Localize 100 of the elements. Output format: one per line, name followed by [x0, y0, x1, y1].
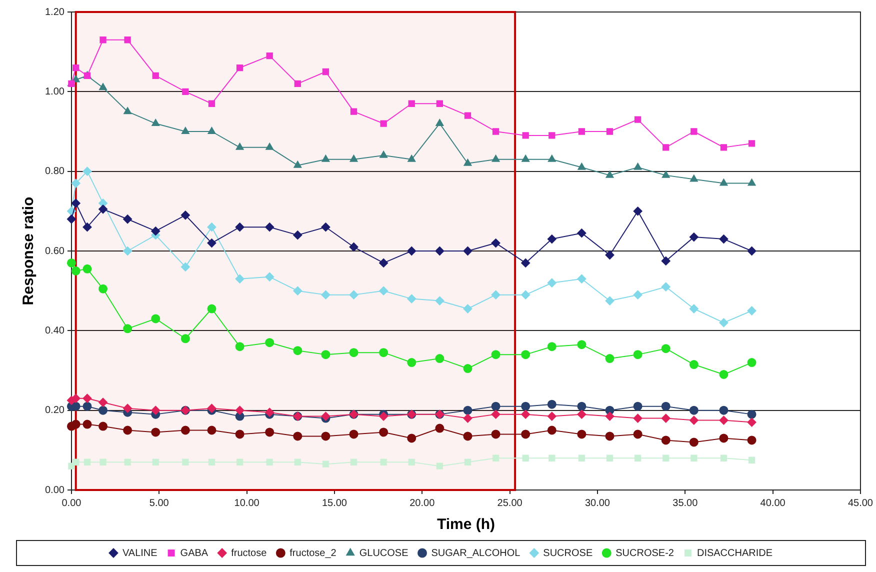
point: [407, 246, 416, 256]
point: [605, 250, 614, 260]
point: [634, 116, 642, 123]
point: [689, 360, 698, 370]
point: [719, 434, 728, 443]
point: [463, 406, 472, 415]
point: [152, 458, 159, 466]
legend-label: DISACCHARIDE: [696, 548, 773, 559]
point: [689, 438, 698, 447]
point: [577, 402, 586, 411]
x-tick-label: 45.00: [848, 498, 874, 509]
point: [720, 178, 728, 186]
x-tick-label: 5.00: [149, 498, 170, 509]
point: [99, 83, 107, 90]
legend-label: SUCROSE: [543, 548, 593, 559]
point: [463, 414, 472, 423]
point: [82, 264, 92, 274]
point: [294, 160, 302, 168]
point: [720, 144, 728, 151]
point: [180, 262, 190, 272]
point: [578, 454, 586, 462]
legend-label: SUGAR_ALCOHOL: [431, 548, 521, 559]
point: [208, 100, 216, 107]
x-tick-label: 20.00: [410, 498, 436, 509]
point: [100, 36, 106, 44]
point: [207, 426, 216, 435]
point: [747, 246, 756, 256]
point: [633, 350, 642, 360]
point: [577, 274, 586, 284]
point: [379, 286, 388, 296]
point: [689, 232, 698, 242]
point: [633, 414, 642, 423]
point: [208, 127, 216, 134]
point: [661, 344, 670, 354]
point: [379, 348, 388, 358]
point: [236, 142, 244, 150]
point: [661, 436, 670, 445]
point: [82, 402, 92, 411]
point: [689, 416, 698, 425]
point: [380, 150, 388, 158]
point: [748, 178, 756, 186]
point: [719, 370, 728, 379]
point: [522, 154, 530, 162]
point: [689, 304, 698, 314]
y-axis-title: Response ratio: [20, 196, 38, 306]
point: [548, 454, 556, 462]
point: [719, 416, 728, 425]
point: [435, 296, 444, 306]
legend-label: GLUCOSE: [359, 548, 409, 559]
point: [690, 174, 698, 182]
point: [719, 406, 728, 415]
point: [182, 458, 189, 466]
point: [492, 454, 500, 462]
point: [436, 119, 444, 126]
point: [207, 304, 216, 314]
point: [71, 420, 80, 429]
point: [547, 342, 556, 352]
point: [321, 290, 330, 300]
point: [491, 430, 500, 439]
point: [123, 246, 132, 256]
point: [293, 286, 302, 296]
point: [66, 214, 76, 224]
point: [380, 120, 387, 127]
point: [521, 430, 530, 439]
point: [293, 346, 302, 356]
point: [548, 132, 556, 139]
y-tick-label: 0.40: [44, 325, 65, 336]
x-axis-title: Time (h): [436, 516, 496, 534]
point: [662, 454, 670, 462]
point: [180, 426, 190, 435]
point: [747, 418, 756, 427]
point: [82, 394, 92, 403]
point: [521, 402, 530, 411]
point: [436, 100, 444, 107]
point: [265, 272, 274, 282]
legend-label: VALINE: [122, 548, 158, 559]
point: [547, 412, 556, 421]
point: [322, 154, 330, 162]
point: [350, 458, 358, 466]
point: [605, 296, 614, 306]
point: [522, 132, 529, 139]
point: [747, 306, 756, 316]
point: [719, 318, 728, 328]
point: [72, 64, 80, 72]
legend-label: fructose: [231, 548, 268, 559]
point: [662, 170, 670, 178]
point: [690, 128, 698, 135]
point: [521, 290, 530, 300]
x-tick-label: 40.00: [760, 498, 786, 509]
point: [71, 178, 80, 188]
point: [407, 434, 416, 443]
point: [547, 278, 556, 288]
point: [350, 108, 358, 115]
point: [408, 458, 415, 466]
point: [123, 404, 132, 413]
point: [689, 406, 698, 415]
point: [435, 354, 444, 364]
point: [606, 170, 614, 178]
point: [293, 230, 302, 240]
point: [207, 238, 216, 248]
